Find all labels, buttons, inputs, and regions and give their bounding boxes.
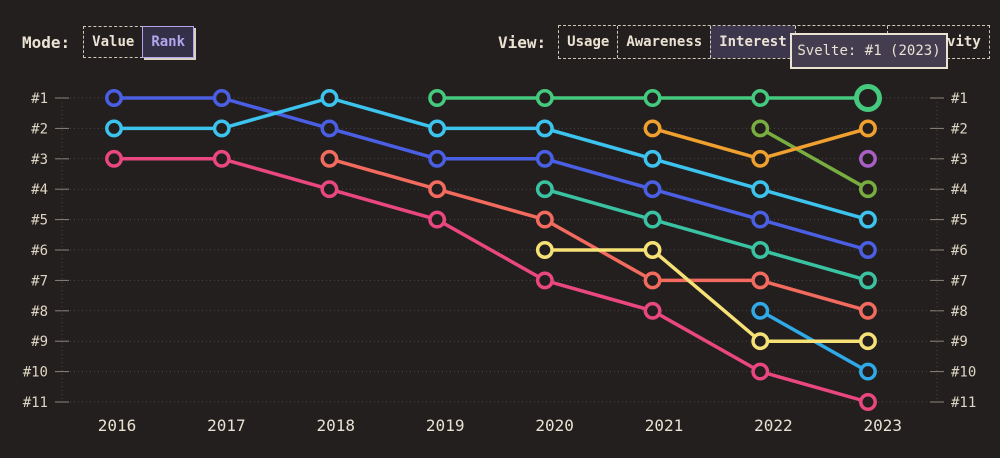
rank-label-left-3: #3 <box>31 152 48 168</box>
data-point-series-teal-2020[interactable] <box>535 180 554 199</box>
series-line-series-salmon <box>327 157 870 313</box>
year-label-2021: 2021 <box>645 416 684 435</box>
data-point-series-royal-blue-2019[interactable] <box>428 149 447 168</box>
data-point-series-royal-blue-2023[interactable] <box>859 241 877 259</box>
data-point-series-purple-2023[interactable] <box>859 149 877 168</box>
rank-label-right-11: #11 <box>951 395 976 411</box>
data-point-series-royal-blue-2017[interactable] <box>212 89 231 107</box>
data-point-series-yellow-2021[interactable] <box>643 241 662 259</box>
data-point-series-royal-blue-2021[interactable] <box>643 180 662 199</box>
rank-label-left-10: #10 <box>23 365 48 381</box>
data-point-series-royal-blue-2022[interactable] <box>751 210 770 229</box>
data-point-series-pink-2019[interactable] <box>428 210 447 229</box>
rank-label-right-2: #2 <box>951 121 968 137</box>
rank-label-left-2: #2 <box>31 121 48 137</box>
rank-label-left-4: #4 <box>31 182 48 198</box>
view-option-awareness[interactable]: Awareness <box>617 26 710 58</box>
series-line-series-teal <box>543 187 870 283</box>
data-point-series-orange-2022[interactable] <box>751 149 770 168</box>
data-point-series-pink-2016[interactable] <box>105 149 123 168</box>
data-point-series-salmon-2022[interactable] <box>751 271 770 290</box>
data-point-series-royal-blue-2016[interactable] <box>105 89 123 107</box>
rank-label-right-4: #4 <box>951 182 968 198</box>
data-point-series-pink-2017[interactable] <box>212 149 231 168</box>
hover-tooltip: Svelte: #1 (2023) <box>790 33 948 69</box>
data-point-series-salmon-2019[interactable] <box>428 180 447 199</box>
series-line-series-yellow <box>543 248 870 343</box>
data-point-series-lime-green-2023[interactable] <box>859 180 877 199</box>
rank-label-left-6: #6 <box>31 243 48 259</box>
rank-label-left-5: #5 <box>31 213 48 229</box>
data-point-series-cyan-2018[interactable] <box>320 89 339 107</box>
year-label-2017: 2017 <box>207 416 246 435</box>
data-point-series-salmon-2021[interactable] <box>643 271 662 290</box>
data-point-series-pink-2020[interactable] <box>535 271 554 290</box>
data-point-series-pink-2022[interactable] <box>751 362 770 381</box>
data-point-series-teal-2021[interactable] <box>643 210 662 229</box>
data-point-series-teal-2022[interactable] <box>751 241 770 259</box>
data-point-series-pink-2023[interactable] <box>859 393 877 411</box>
rank-label-left-7: #7 <box>31 273 48 289</box>
data-point-series-pink-2021[interactable] <box>643 301 662 320</box>
data-point-series-royal-blue-2020[interactable] <box>535 149 554 168</box>
rank-label-right-6: #6 <box>951 243 968 259</box>
data-point-series-cyan-2019[interactable] <box>428 119 447 138</box>
data-point-series-orange-2023[interactable] <box>859 119 877 138</box>
data-point-series-yellow-2020[interactable] <box>535 241 554 259</box>
series-line-series-royal-blue <box>112 96 870 252</box>
data-point-series-orange-2021[interactable] <box>643 119 662 138</box>
data-point-series-royal-blue-2018[interactable] <box>320 119 339 138</box>
data-point-series-cyan-2021[interactable] <box>643 149 662 168</box>
view-option-interest[interactable]: Interest <box>710 26 795 58</box>
rank-label-right-9: #9 <box>951 334 968 350</box>
view-option-usage[interactable]: Usage <box>567 34 610 50</box>
view-label: View: <box>498 32 547 52</box>
year-label-2020: 2020 <box>535 416 574 435</box>
series-line-series-lime-green <box>758 126 870 191</box>
rank-label-left-8: #8 <box>31 304 48 320</box>
data-point-Svelte-2023[interactable] <box>853 84 882 112</box>
data-point-series-sky-blue-2022[interactable] <box>751 301 770 320</box>
data-point-Svelte-2020[interactable] <box>535 89 554 107</box>
mode-toggle-group: Mode: Value Rank <box>22 26 195 58</box>
mode-option-rank[interactable]: Rank <box>142 26 195 58</box>
data-point-series-cyan-2022[interactable] <box>751 180 770 199</box>
rank-label-left-1: #1 <box>31 91 48 107</box>
data-point-series-yellow-2022[interactable] <box>751 332 770 351</box>
data-point-series-cyan-2020[interactable] <box>535 119 554 138</box>
year-label-2022: 2022 <box>754 416 793 435</box>
rank-label-right-10: #10 <box>951 365 976 381</box>
data-point-series-salmon-2018[interactable] <box>320 149 339 168</box>
data-point-series-lime-green-2022[interactable] <box>751 119 770 138</box>
data-point-series-pink-2018[interactable] <box>320 180 339 199</box>
data-point-series-salmon-2023[interactable] <box>859 301 877 320</box>
data-point-series-cyan-2017[interactable] <box>212 119 231 138</box>
year-label-2016: 2016 <box>98 416 137 435</box>
series-line-series-cyan <box>112 96 870 222</box>
data-point-Svelte-2021[interactable] <box>643 89 662 107</box>
data-point-series-sky-blue-2023[interactable] <box>859 362 877 381</box>
data-point-Svelte-2022[interactable] <box>751 89 770 107</box>
series-line-series-pink <box>112 157 870 404</box>
year-label-2018: 2018 <box>317 416 356 435</box>
rank-label-right-8: #8 <box>951 304 968 320</box>
rank-label-left-11: #11 <box>23 395 48 411</box>
year-label-2019: 2019 <box>426 416 465 435</box>
data-point-series-salmon-2020[interactable] <box>535 210 554 229</box>
data-point-series-yellow-2023[interactable] <box>859 332 877 351</box>
data-point-Svelte-2019[interactable] <box>428 89 447 107</box>
rank-label-right-5: #5 <box>951 213 968 229</box>
rank-label-right-3: #3 <box>951 152 968 168</box>
mode-label: Mode: <box>22 32 71 52</box>
data-point-series-cyan-2023[interactable] <box>859 210 877 229</box>
year-label-2023: 2023 <box>864 416 903 435</box>
data-point-series-teal-2023[interactable] <box>859 271 877 290</box>
rank-label-left-9: #9 <box>31 334 48 350</box>
rank-label-right-1: #1 <box>951 91 968 107</box>
data-point-series-cyan-2016[interactable] <box>105 119 123 138</box>
rank-label-right-7: #7 <box>951 273 968 289</box>
